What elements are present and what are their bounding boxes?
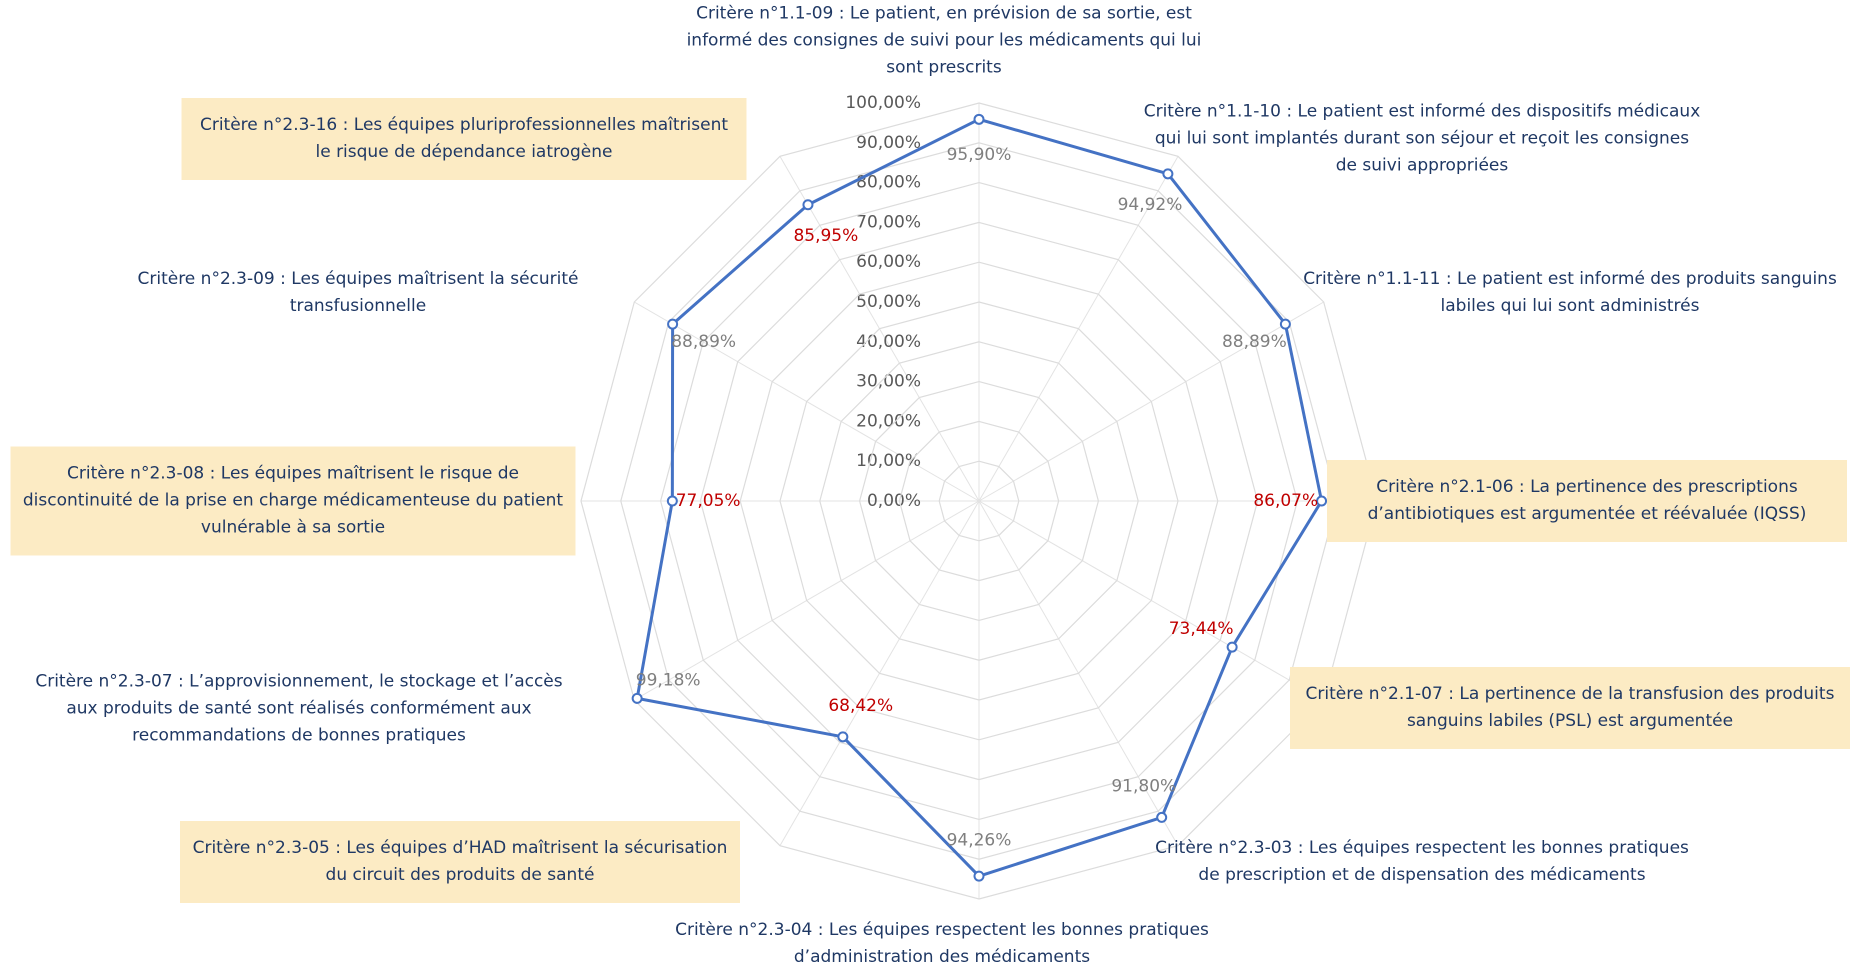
grid-line bbox=[699, 221, 1259, 781]
category-label: Critère n°2.3-05 : Les équipes d’HAD maî… bbox=[180, 821, 740, 903]
category-label: Critère n°1.1-10 : Le patient est inform… bbox=[1143, 101, 1701, 176]
data-label: 86,07% bbox=[1253, 491, 1318, 511]
data-label: 77,05% bbox=[676, 491, 741, 511]
category-label: Critère n°1.1-09 : Le patient, en prévis… bbox=[686, 3, 1202, 78]
data-point bbox=[1279, 318, 1291, 330]
category-label: Critère n°2.3-08 : Les équipes maîtrisen… bbox=[10, 446, 576, 556]
data-label: 99,18% bbox=[636, 670, 701, 690]
category-label: Critère n°2.3-03 : Les équipes respecten… bbox=[1155, 838, 1689, 885]
data-point bbox=[973, 113, 985, 125]
y-tick-label: 80,00% bbox=[856, 173, 921, 193]
grid-line bbox=[659, 181, 1299, 821]
y-tick-label: 70,00% bbox=[856, 212, 921, 232]
y-tick-label: 60,00% bbox=[856, 252, 921, 272]
category-label: Critère n°2.3-04 : Les équipes respecten… bbox=[675, 920, 1209, 967]
data-point bbox=[837, 731, 849, 743]
y-tick-label: 0,00% bbox=[867, 491, 921, 511]
data-point bbox=[1226, 641, 1238, 653]
data-label: 88,89% bbox=[671, 332, 736, 352]
y-tick-label: 50,00% bbox=[856, 292, 921, 312]
grid-line bbox=[938, 460, 1020, 542]
grid-line bbox=[779, 301, 1179, 701]
category-label: Critère n°2.1-07 : La pertinence de la t… bbox=[1290, 667, 1850, 749]
grid-line bbox=[580, 102, 1378, 900]
category-label: Critère n°2.3-09 : Les équipes maîtrisen… bbox=[137, 269, 579, 316]
data-point bbox=[1316, 495, 1328, 507]
data-label: 91,80% bbox=[1111, 776, 1176, 796]
grid-line bbox=[858, 380, 1100, 622]
grid-line bbox=[819, 341, 1139, 661]
data-point bbox=[666, 495, 678, 507]
data-label: 88,89% bbox=[1222, 332, 1287, 352]
y-tick-label: 100,00% bbox=[845, 93, 921, 113]
data-point bbox=[973, 870, 985, 882]
y-tick-label: 40,00% bbox=[856, 332, 921, 352]
data-point bbox=[1162, 168, 1174, 180]
grid-line bbox=[739, 261, 1219, 741]
data-label: 95,90% bbox=[947, 145, 1012, 165]
data-label: 94,92% bbox=[1118, 195, 1183, 215]
y-tick-label: 30,00% bbox=[856, 372, 921, 392]
data-label: 94,26% bbox=[947, 830, 1012, 850]
category-label: Critère n°2.3-07 : L’approvisionnement, … bbox=[35, 671, 563, 746]
data-point bbox=[631, 692, 643, 704]
category-label: Critère n°2.3-16 : Les équipes pluriprof… bbox=[181, 98, 747, 180]
grid-line bbox=[898, 420, 1060, 582]
data-point bbox=[1156, 811, 1168, 823]
category-label: Critère n°2.1-06 : La pertinence des pre… bbox=[1327, 460, 1847, 542]
data-point bbox=[667, 318, 679, 330]
data-label: 73,44% bbox=[1169, 619, 1234, 639]
data-label: 68,42% bbox=[828, 696, 893, 716]
y-tick-label: 10,00% bbox=[856, 451, 921, 471]
data-point bbox=[802, 199, 814, 211]
y-tick-label: 90,00% bbox=[856, 133, 921, 153]
category-label: Critère n°1.1-11 : Le patient est inform… bbox=[1303, 269, 1837, 316]
y-tick-label: 20,00% bbox=[856, 411, 921, 431]
data-label: 85,95% bbox=[793, 226, 858, 246]
